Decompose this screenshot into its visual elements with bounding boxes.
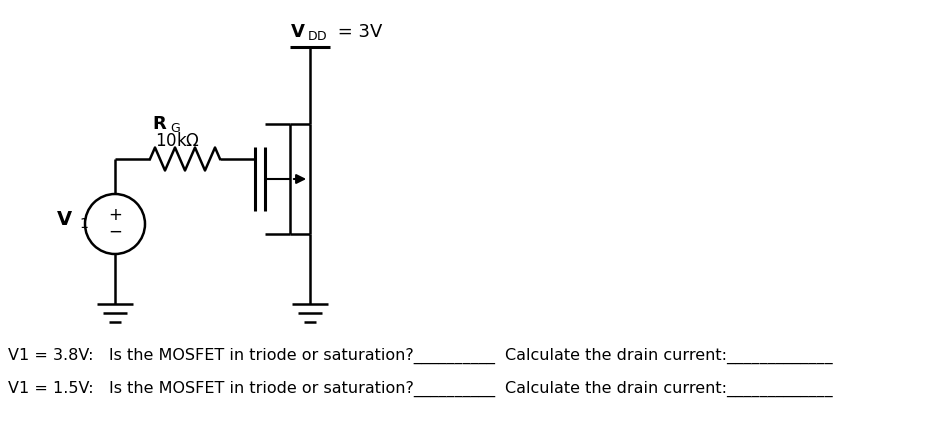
Text: Calculate the drain current:_____________: Calculate the drain current:____________… (505, 348, 833, 364)
Text: $\mathregular{G}$: $\mathregular{G}$ (170, 122, 181, 135)
Text: V1 = 1.5V:   Is the MOSFET in triode or saturation?__________: V1 = 1.5V: Is the MOSFET in triode or sa… (8, 381, 495, 397)
Text: −: − (109, 223, 122, 241)
Text: V1 = 3.8V:   Is the MOSFET in triode or saturation?__________: V1 = 3.8V: Is the MOSFET in triode or sa… (8, 348, 495, 364)
Text: $\mathregular{DD}$: $\mathregular{DD}$ (307, 30, 327, 43)
Text: $\mathbf{R}$: $\mathbf{R}$ (151, 115, 167, 133)
Text: = 3V: = 3V (332, 23, 383, 41)
Text: $\mathregular{1}$: $\mathregular{1}$ (79, 217, 89, 231)
Text: $\mathbf{V}$: $\mathbf{V}$ (290, 23, 306, 41)
Text: +: + (109, 206, 122, 224)
Text: $\mathbf{V}$: $\mathbf{V}$ (56, 209, 73, 229)
Text: 10k$\Omega$: 10k$\Omega$ (154, 132, 200, 150)
Text: Calculate the drain current:_____________: Calculate the drain current:____________… (505, 381, 833, 397)
